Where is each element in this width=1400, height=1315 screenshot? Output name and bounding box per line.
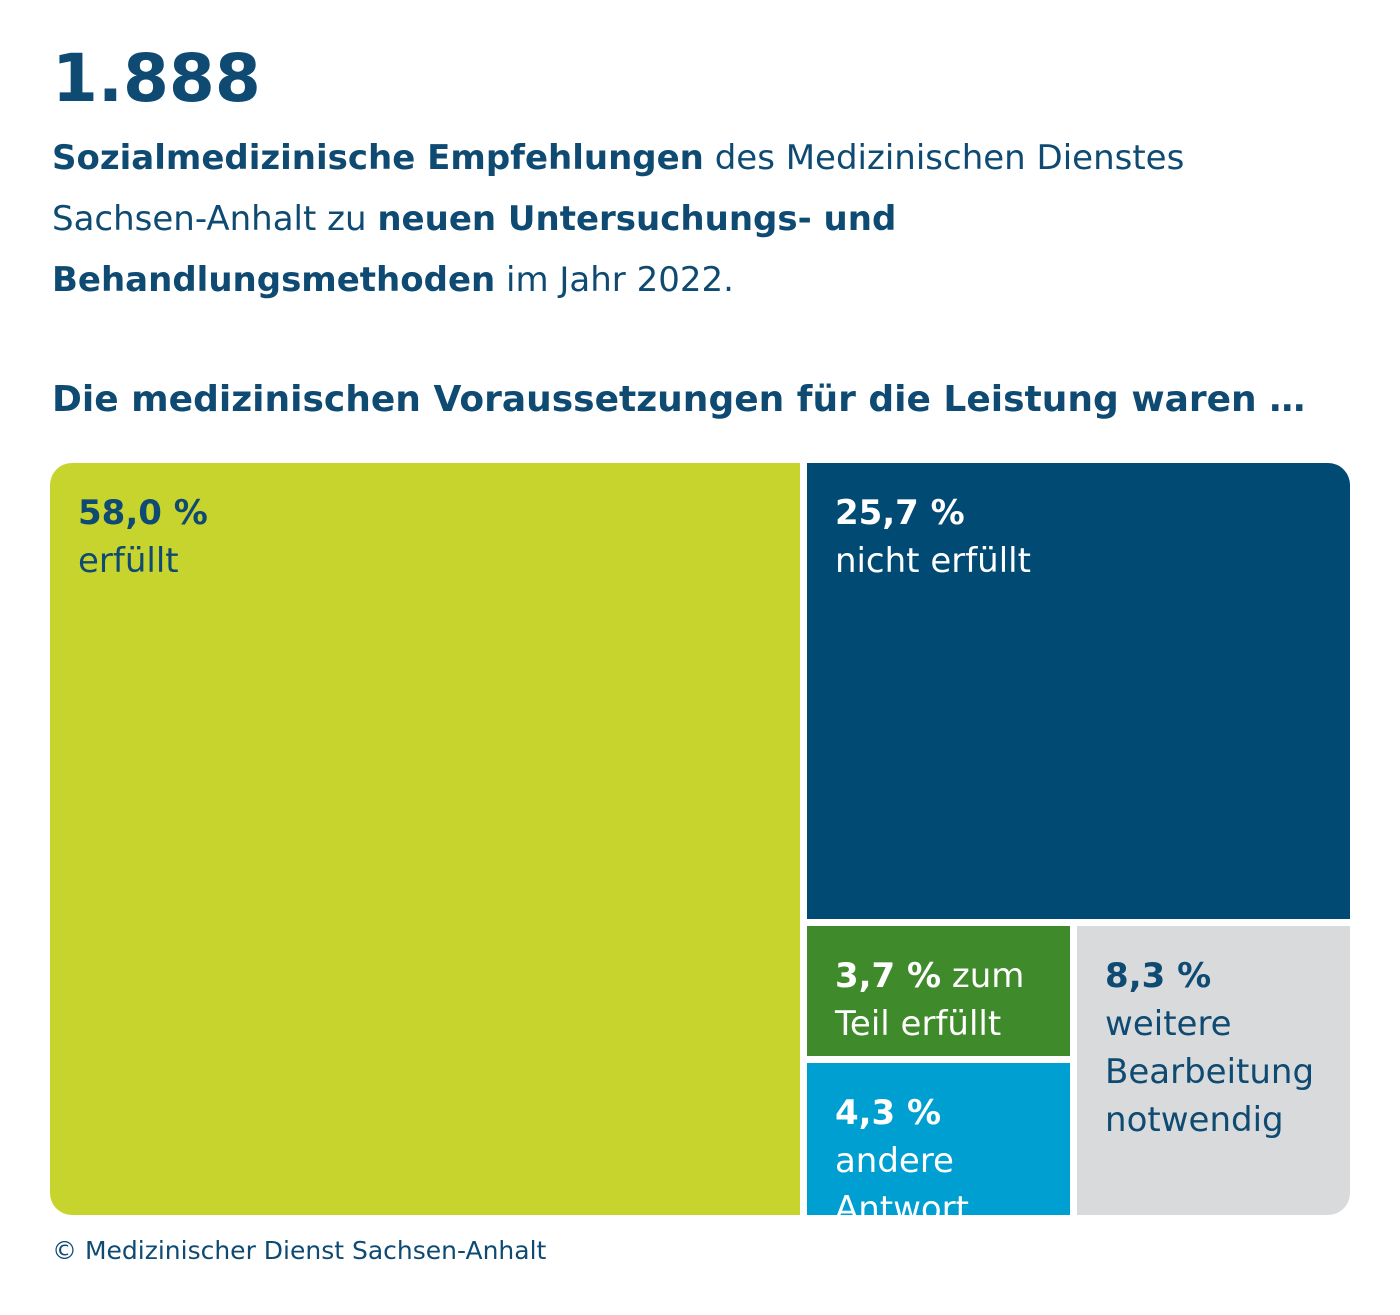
tile-zum-teil-erfuellt: 3,7 % zum Teil erfüllt <box>806 925 1071 1057</box>
tile-nicht-erfuellt-text: nicht erfüllt <box>834 541 1031 581</box>
tile-zum-teil-erfuellt-text: zum Teil erfüllt <box>834 955 1025 1044</box>
tile-erfuellt-value: 58,0 % <box>78 493 208 533</box>
intro-part-4: im Jahr 2022. <box>495 260 734 300</box>
intro-part-3: neuen Untersuchungs- und Behandlungsmeth… <box>52 199 897 300</box>
chart-title: Die medizinischen Voraussetzungen für di… <box>52 379 1306 420</box>
tile-andere-antwort: 4,3 % andere Antwort <box>806 1063 1071 1229</box>
tile-nicht-erfuellt-label: 25,7 % nicht erfüllt <box>835 489 1322 585</box>
copyright: © Medizinischer Dienst Sachsen-Anhalt <box>52 1236 547 1265</box>
intro-part-1: Sozialmedizinische Empfehlungen <box>52 138 704 178</box>
tile-erfuellt-text: erfüllt <box>78 541 179 581</box>
tile-nicht-erfuellt: 25,7 % nicht erfüllt <box>806 463 1350 919</box>
tile-andere-antwort-text: andere Antwort <box>834 1141 969 1230</box>
tile-weitere-bearbeitung-label: 8,3 % weitere Bearbeitung notwendig <box>1105 952 1322 1144</box>
tile-andere-antwort-label: 4,3 % andere Antwort <box>835 1089 1042 1233</box>
intro-text: Sozialmedizinische Empfehlungen des Medi… <box>52 128 1252 311</box>
tile-erfuellt: 58,0 % erfüllt <box>50 463 800 1215</box>
treemap-chart: 58,0 % erfüllt 25,7 % nicht erfüllt 3,7 % … <box>50 463 1350 1229</box>
tile-weitere-bearbeitung: 8,3 % weitere Bearbeitung notwendig <box>1077 925 1350 1215</box>
tile-weitere-bearbeitung-value: 8,3 % <box>1105 955 1212 996</box>
tile-erfuellt-label: 58,0 % erfüllt <box>78 489 772 585</box>
tile-zum-teil-erfuellt-value: 3,7 % <box>834 955 942 996</box>
tile-zum-teil-erfuellt-label: 3,7 % zum Teil erfüllt <box>835 952 1042 1048</box>
intro-part-2: des Medizinischen Dienstes Sachsen-Anhal… <box>52 138 1185 239</box>
tile-nicht-erfuellt-value: 25,7 % <box>834 493 965 533</box>
headline-number: 1.888 <box>52 40 261 117</box>
tile-andere-antwort-value: 4,3 % <box>834 1093 942 1134</box>
tile-weitere-bearbeitung-text: weitere Bearbeitung notwendig <box>1105 1003 1315 1140</box>
